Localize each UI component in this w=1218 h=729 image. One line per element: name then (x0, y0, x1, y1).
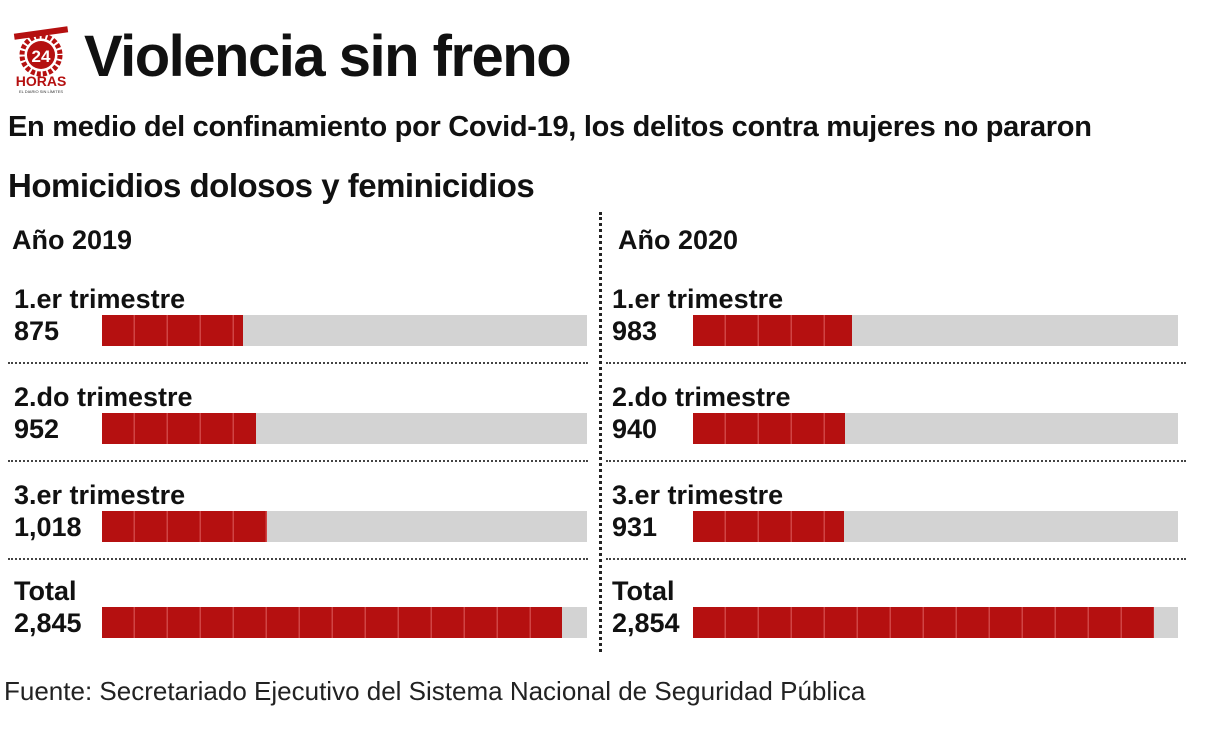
row-value: 940 (612, 414, 658, 444)
source-note: Fuente: Secretariado Ejecutivo del Siste… (4, 676, 866, 706)
panel-divider (599, 212, 602, 652)
bar-track (102, 511, 587, 542)
row-2019-q1: 1.er trimestre 875 (8, 282, 588, 378)
row-label: 1.er trimestre (612, 284, 784, 314)
logo-brand: HORAS (16, 73, 67, 89)
row-value: 2,845 (14, 608, 82, 638)
bar-track (102, 315, 587, 346)
row-2020-q2: 2.do trimestre 940 (606, 380, 1186, 476)
row-2019-q3: 3.er trimestre 1,018 (8, 478, 588, 574)
page-title: Violencia sin freno (84, 24, 572, 89)
logo-number: 24 (32, 47, 51, 66)
bar-track (693, 315, 1178, 346)
row-label: 3.er trimestre (612, 480, 784, 510)
row-value: 875 (14, 316, 60, 346)
row-value: 1,018 (14, 512, 82, 542)
row-separator (8, 460, 588, 462)
row-2020-q3: 3.er trimestre 931 (606, 478, 1186, 574)
row-separator (606, 558, 1186, 560)
row-value: 983 (612, 316, 658, 346)
bar-2019-q2 (102, 413, 256, 444)
row-2019-q2: 2.do trimestre 952 (8, 380, 588, 476)
row-label: Total (14, 576, 77, 606)
chart-title: Homicidios dolosos y feminicidios (8, 167, 535, 204)
bar-2020-total (693, 607, 1154, 638)
row-label: 3.er trimestre (14, 480, 186, 510)
row-label: 2.do trimestre (612, 382, 791, 412)
bar-2019-q3 (102, 511, 267, 542)
row-separator (8, 558, 588, 560)
row-label: 1.er trimestre (14, 284, 186, 314)
row-2020-total: Total 2,854 (606, 574, 1186, 670)
bar-2019-total (102, 607, 562, 638)
bar-track (693, 607, 1178, 638)
bar-2019-q1 (102, 315, 243, 346)
bar-track (102, 607, 587, 638)
page-subtitle: En medio del confinamiento por Covid-19,… (8, 111, 1092, 143)
bar-2020-q1 (693, 315, 852, 346)
bar-2020-q3 (693, 511, 844, 542)
panel-title-2019: Año 2019 (12, 225, 133, 255)
row-separator (606, 460, 1186, 462)
row-label: 2.do trimestre (14, 382, 193, 412)
row-separator (8, 362, 588, 364)
bar-2020-q2 (693, 413, 845, 444)
row-value: 2,854 (612, 608, 680, 638)
row-2020-q1: 1.er trimestre 983 (606, 282, 1186, 378)
row-label: Total (612, 576, 675, 606)
row-value: 931 (612, 512, 658, 542)
bar-track (693, 511, 1178, 542)
logo-24-horas: 24 HORAS EL DIARIO SIN LÍMITES (13, 26, 69, 94)
row-2019-total: Total 2,845 (8, 574, 588, 670)
row-value: 952 (14, 414, 60, 444)
row-separator (606, 362, 1186, 364)
panel-title-2020: Año 2020 (618, 225, 739, 255)
bar-track (102, 413, 587, 444)
logo-tagline: EL DIARIO SIN LÍMITES (19, 89, 63, 94)
bar-track (693, 413, 1178, 444)
